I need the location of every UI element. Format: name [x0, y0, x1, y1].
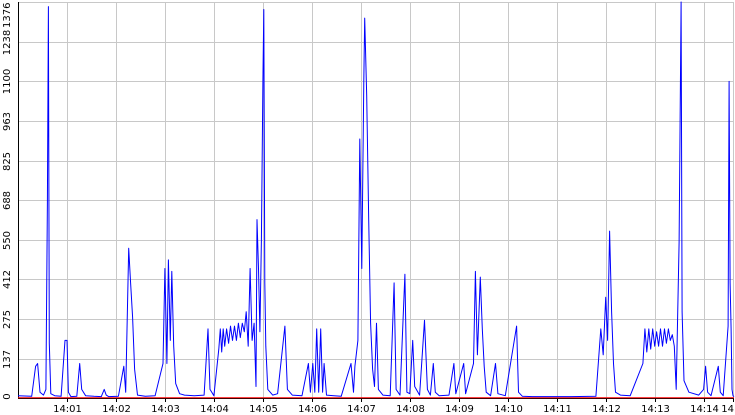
x-tick-labels: 14:01 14:02 14:03 14:04 14:05 14:06 14:07 14:08… — [53, 404, 734, 415]
y-tick-label: 1376 — [2, 3, 13, 28]
y-tick-label: 275 — [2, 310, 13, 329]
x-tick-label: 14:04 — [200, 404, 229, 415]
x-tick-label: 14:09 — [445, 404, 474, 415]
x-tick-label: 14:11 — [543, 404, 572, 415]
x-tick-label: 14:10 — [494, 404, 523, 415]
series-group — [17, 1, 735, 399]
y-tick-label: 1238 — [2, 30, 13, 55]
axes — [18, 2, 734, 402]
x-tick-label: 14:14 — [690, 404, 719, 415]
x-tick-label: 14:13 — [641, 404, 670, 415]
y-tick-label: 550 — [2, 231, 13, 250]
x-tick-label: 14:02 — [102, 404, 131, 415]
y-tick-labels: 0 137 275 412 550 688 825 963 1100 1238 1376 — [2, 3, 13, 400]
x-tick-label: 14:01 — [53, 404, 82, 415]
y-tick-label: 0 — [2, 393, 13, 399]
grid-lines — [18, 2, 734, 398]
y-tick-label: 1100 — [2, 69, 13, 94]
x-tick-label: 14 — [721, 404, 734, 415]
x-tick-label: 14:05 — [249, 404, 278, 415]
x-tick-label: 14:08 — [396, 404, 425, 415]
y-tick-label: 412 — [2, 270, 13, 289]
x-tick-label: 14:07 — [347, 404, 376, 415]
y-tick-label: 688 — [2, 191, 13, 210]
x-tick-label: 14:03 — [151, 404, 180, 415]
series-line-traffic — [17, 1, 735, 398]
x-tick-label: 14:12 — [592, 404, 621, 415]
y-tick-label: 137 — [2, 350, 13, 369]
y-tick-label: 825 — [2, 152, 13, 171]
x-tick-label: 14:06 — [298, 404, 327, 415]
y-tick-label: 963 — [2, 112, 13, 131]
